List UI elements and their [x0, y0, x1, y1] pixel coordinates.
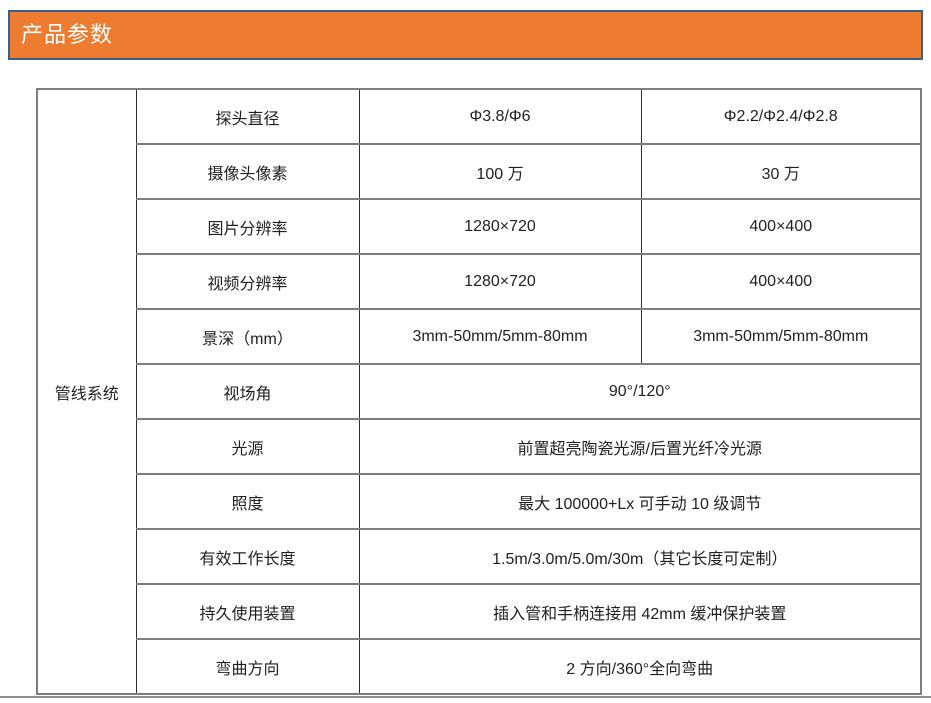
row-label-cell: 摄像头像素 [135, 143, 360, 200]
row-value-cell: Φ2.2/Φ2.4/Φ2.8 [640, 88, 922, 145]
row-value-cell-merged: 90°/120° [358, 363, 922, 420]
row-label-cell: 景深（mm） [135, 308, 360, 365]
row-value-cell: 3mm-50mm/5mm-80mm [640, 308, 922, 365]
row-value-cell: 1280×720 [358, 198, 642, 255]
row-label-cell: 视场角 [135, 363, 360, 420]
table-row: 持久使用装置 插入管和手柄连接用 42mm 缓冲保护装置 [37, 583, 922, 640]
row-value-cell: Φ3.8/Φ6 [358, 88, 642, 145]
table-row: 有效工作长度 1.5m/3.0m/5.0m/30m（其它长度可定制） [37, 528, 922, 585]
row-label-cell: 视频分辨率 [135, 253, 360, 310]
row-value-cell-merged: 插入管和手柄连接用 42mm 缓冲保护装置 [358, 583, 922, 640]
table-row: 摄像头像素 100 万 30 万 [37, 143, 922, 200]
table-row: 视场角 90°/120° [37, 363, 922, 420]
spec-table: 管线系统 探头直径 Φ3.8/Φ6 Φ2.2/Φ2.4/Φ2.8 摄像头像素 1… [36, 88, 922, 695]
table-row: 视频分辨率 1280×720 400×400 [37, 253, 922, 310]
row-value-cell: 30 万 [640, 143, 922, 200]
row-value-cell-merged: 2 方向/360°全向弯曲 [358, 638, 922, 695]
row-value-cell-merged: 前置超亮陶瓷光源/后置光纤冷光源 [358, 418, 922, 475]
table-row: 景深（mm） 3mm-50mm/5mm-80mm 3mm-50mm/5mm-80… [37, 308, 922, 365]
group-cell: 管线系统 [36, 88, 137, 695]
row-value-cell-merged: 1.5m/3.0m/5.0m/30m（其它长度可定制） [358, 528, 922, 585]
row-label-cell: 探头直径 [135, 88, 360, 145]
row-value-cell: 400×400 [640, 253, 922, 310]
row-value-cell: 1280×720 [358, 253, 642, 310]
row-label-cell: 照度 [135, 473, 360, 530]
table-row: 光源 前置超亮陶瓷光源/后置光纤冷光源 [37, 418, 922, 475]
row-label-cell: 有效工作长度 [135, 528, 360, 585]
table-row: 照度 最大 100000+Lx 可手动 10 级调节 [37, 473, 922, 530]
row-value-cell-merged: 最大 100000+Lx 可手动 10 级调节 [358, 473, 922, 530]
row-value-cell: 3mm-50mm/5mm-80mm [358, 308, 642, 365]
table-row: 管线系统 探头直径 Φ3.8/Φ6 Φ2.2/Φ2.4/Φ2.8 [36, 88, 922, 695]
section-header-banner: 产品参数 [8, 10, 923, 60]
table-row: 图片分辨率 1280×720 400×400 [37, 198, 922, 255]
row-label-cell: 持久使用装置 [135, 583, 360, 640]
row-label-cell: 弯曲方向 [135, 638, 360, 695]
row-value-cell: 400×400 [640, 198, 922, 255]
row-value-cell: 100 万 [358, 143, 642, 200]
page-title: 产品参数 [21, 22, 114, 47]
row-label-cell: 光源 [135, 418, 360, 475]
table-row: 弯曲方向 2 方向/360°全向弯曲 [37, 638, 922, 695]
row-label-cell: 图片分辨率 [135, 198, 360, 255]
page-bottom-divider [0, 696, 931, 698]
